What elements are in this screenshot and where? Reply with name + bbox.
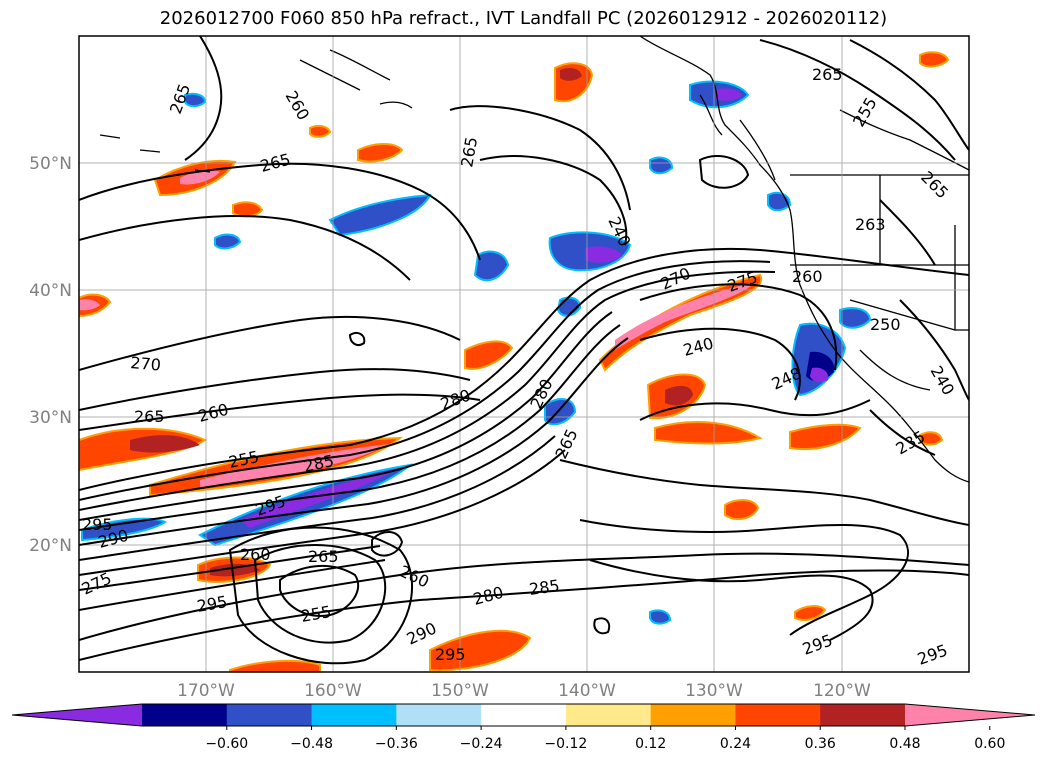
lat-label: 40°N	[29, 281, 72, 301]
lon-label: 150°W	[431, 681, 489, 701]
colorbar-tick-label: −0.60	[205, 736, 248, 752]
colorbar-tick-label: −0.24	[460, 736, 503, 752]
colorbar-tick-label: −0.48	[290, 736, 333, 752]
colorbar-extend-min	[12, 704, 142, 726]
refractivity-contours	[79, 36, 969, 665]
lon-label: 130°W	[685, 681, 743, 701]
colorbar-segment	[820, 704, 906, 726]
colorbar-segment	[565, 704, 652, 726]
colorbar-tick-label: −0.36	[375, 736, 418, 752]
contour-label: 270	[130, 353, 162, 375]
contour-label: 265	[812, 65, 843, 84]
figure-title: 2026012700 F060 850 hPa refract., IVT La…	[159, 8, 888, 29]
lon-label: 140°W	[558, 681, 616, 701]
colorbar-outline	[11, 703, 1036, 727]
contour-label: 265	[134, 407, 165, 426]
colorbar-tick-label: 0.36	[805, 736, 836, 752]
colorbar: −0.60 −0.48 −0.36 −0.24 −0.12 0.12 0.24 0.36 0.4…	[11, 703, 1036, 752]
contour-label: 265	[308, 547, 339, 566]
colorbar-tick-label: −0.12	[544, 736, 587, 752]
lon-label: 160°W	[304, 681, 362, 701]
lat-label: 20°N	[29, 536, 72, 556]
filled-anomalies	[79, 51, 950, 672]
colorbar-segment	[226, 704, 313, 726]
contour-label: 250	[870, 315, 901, 334]
lon-label: 170°W	[177, 681, 235, 701]
lat-label: 30°N	[29, 408, 72, 428]
contour-label: 285	[528, 576, 561, 599]
colorbar-segment	[142, 704, 228, 726]
contour-label: 263	[855, 215, 886, 234]
longitude-labels: 170°W 160°W 150°W 140°W 130°W 120°W	[177, 681, 871, 701]
colorbar-segment	[650, 704, 736, 726]
contour-label: 295	[435, 645, 466, 664]
map-area: 265 260 265 265 270 265 260 255 285 295 …	[79, 36, 969, 672]
map-frame	[78, 35, 970, 673]
contour-label: 260	[792, 267, 823, 286]
colorbar-tick-label: 0.12	[635, 736, 666, 752]
negative-anomalies	[81, 80, 872, 625]
colorbar-tick-label: 0.24	[720, 736, 751, 752]
contour-label: 295	[82, 515, 113, 534]
colorbar-tick-label: 0.60	[974, 736, 1005, 752]
lon-label: 120°W	[813, 681, 871, 701]
colorbar-segment	[311, 704, 397, 726]
coastlines	[99, 36, 969, 483]
lat-label: 50°N	[29, 154, 72, 174]
positive-anomalies	[79, 51, 950, 672]
colorbar-segment	[481, 704, 567, 726]
colorbar-segment	[396, 704, 482, 726]
colorbar-extend-max	[905, 704, 1035, 726]
colorbar-tick-label: 0.48	[889, 736, 920, 752]
contour-label: 260	[240, 545, 271, 564]
colorbar-segment	[735, 704, 821, 726]
latitude-labels: 50°N 40°N 30°N 20°N	[29, 154, 72, 556]
